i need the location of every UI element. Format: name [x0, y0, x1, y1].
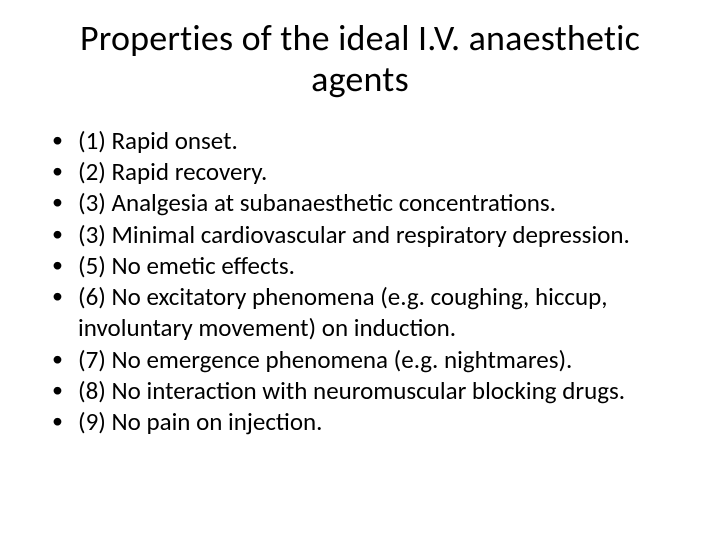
list-item: (7) No emergence phenomena (e.g. nightma… — [52, 344, 686, 375]
list-item: (8) No interaction with neuromuscular bl… — [52, 375, 686, 406]
list-item: (6) No excitatory phenomena (e.g. coughi… — [52, 281, 686, 344]
list-item: (5) No emetic effects. — [52, 250, 686, 281]
list-item: (1) Rapid onset. — [52, 125, 686, 156]
bullet-list: (1) Rapid onset. (2) Rapid recovery. (3)… — [34, 125, 686, 438]
slide-container: Properties of the ideal I.V. anaesthetic… — [0, 0, 720, 540]
list-item: (2) Rapid recovery. — [52, 156, 686, 187]
list-item: (3) Analgesia at subanaesthetic concentr… — [52, 187, 686, 218]
list-item: (9) No pain on injection. — [52, 406, 686, 437]
page-title: Properties of the ideal I.V. anaesthetic… — [34, 18, 686, 101]
list-item: (3) Minimal cardiovascular and respirato… — [52, 219, 686, 250]
